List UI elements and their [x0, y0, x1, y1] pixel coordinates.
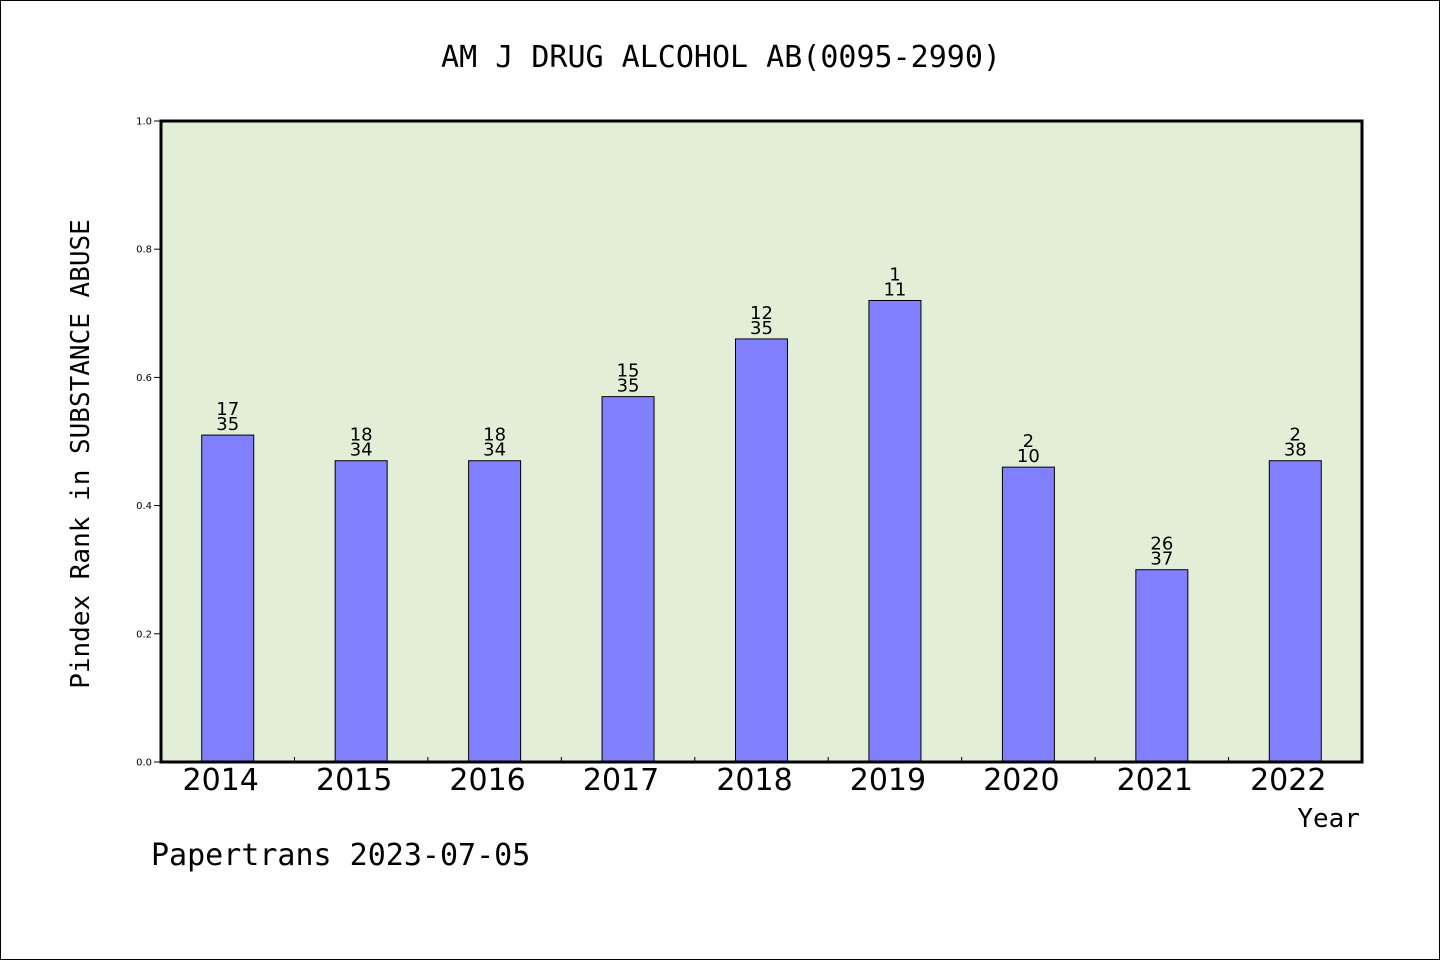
bar-rank-label: 18 — [483, 425, 506, 446]
bar-2016 — [468, 460, 522, 763]
bar-2018 — [735, 338, 788, 763]
bar-rank-label: 18 — [350, 425, 373, 446]
bar-2017 — [601, 396, 655, 763]
y-tick-label: 0.6 — [136, 373, 152, 384]
bar-rank-label: 26 — [1150, 534, 1173, 555]
x-tick-label: 2020 — [983, 763, 1059, 798]
bar-2021 — [1135, 569, 1189, 763]
x-tick-label: 2018 — [716, 763, 792, 798]
y-tick-label: 0.4 — [136, 501, 152, 512]
y-axis: 0.0 0.2 0.4 0.6 0.8 1.0 — [136, 117, 161, 769]
bar-2014 — [201, 434, 255, 763]
x-tick-label: 2021 — [1117, 763, 1193, 798]
bar-rank-label: 12 — [750, 303, 773, 324]
y-tick-label: 0.8 — [136, 245, 152, 256]
y-tick-label: 0.0 — [136, 758, 152, 769]
bar-rank-label: 2 — [1290, 425, 1301, 446]
bar-total-label: 11 — [883, 279, 906, 300]
bar-total-label: 35 — [750, 318, 773, 339]
x-tick-label: 2015 — [316, 763, 392, 798]
plot-frame — [159, 119, 1364, 764]
bar-total-label: 38 — [1284, 440, 1307, 461]
x-axis: 2014 2015 2016 2017 2018 2019 2020 2021 2022 — [183, 757, 1326, 798]
bar-2022 — [1268, 460, 1322, 763]
x-axis-label: Year — [1297, 804, 1360, 834]
y-axis-label: Pindex Rank in SUBSTANCE ABUSE — [66, 219, 96, 689]
bar-total-label: 35 — [216, 414, 239, 435]
bar-rank-label: 17 — [216, 399, 239, 420]
chart-title: AM J DRUG ALCOHOL AB(0095-2990) — [441, 40, 1001, 75]
x-tick-label: 2016 — [449, 763, 525, 798]
bar-total-label: 10 — [1017, 446, 1040, 467]
bar-rank-label: 1 — [889, 264, 900, 285]
x-tick-label: 2019 — [850, 763, 926, 798]
bars-layer — [201, 299, 1322, 763]
bar-2020 — [1001, 466, 1055, 763]
x-tick-label: 2022 — [1250, 763, 1326, 798]
footer-credit: Papertrans 2023-07-05 — [151, 838, 530, 873]
bar-rank-label: 15 — [617, 361, 640, 382]
x-tick-label: 2014 — [183, 763, 259, 798]
y-tick-label: 1.0 — [136, 117, 152, 128]
bar-2019 — [868, 299, 922, 763]
y-tick-label: 0.2 — [136, 629, 152, 640]
bar-total-label: 34 — [483, 440, 506, 461]
bar-total-label: 37 — [1150, 549, 1173, 570]
bar-rank-label: 2 — [1023, 431, 1034, 452]
x-tick-label: 2017 — [583, 763, 659, 798]
bar-total-label: 34 — [350, 440, 373, 461]
bar-total-label: 35 — [617, 376, 640, 397]
bar-2015 — [334, 460, 388, 763]
